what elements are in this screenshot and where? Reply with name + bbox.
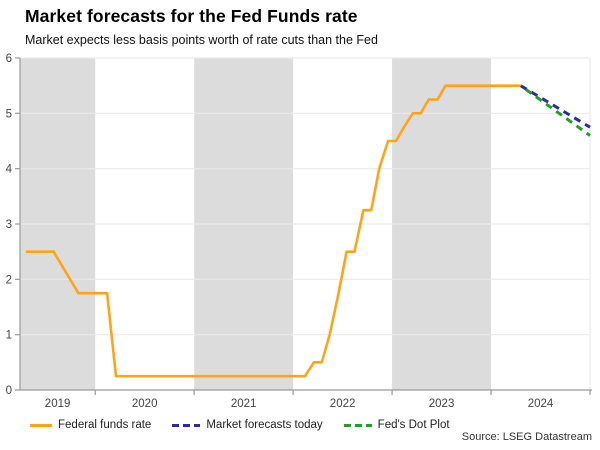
legend-item: Fed's Dot Plot: [343, 419, 450, 431]
x-year-label: 2022: [330, 398, 356, 410]
chart-title: Market forecasts for the Fed Funds rate: [25, 6, 358, 26]
y-tick-label: 0: [6, 385, 12, 397]
solid-line-swatch-icon: [30, 423, 52, 427]
y-tick-label: 3: [6, 219, 12, 231]
chart-subtitle: Market expects less basis points worth o…: [25, 33, 378, 47]
legend: Federal funds rate Market forecasts today…: [30, 417, 450, 433]
legend-label: Fed's Dot Plot: [377, 419, 450, 431]
x-year-label: 2019: [45, 398, 71, 410]
x-year-label: 2020: [132, 398, 158, 410]
series-line-market-forecasts-today: [519, 84, 591, 129]
y-tick-label: 2: [6, 274, 12, 286]
legend-label: Federal funds rate: [58, 419, 152, 431]
x-year-label: 2023: [429, 398, 455, 410]
series-line-fed-s-dot-plot: [519, 84, 591, 137]
series-line-federal-funds-rate: [25, 84, 521, 378]
y-tick-label: 4: [6, 164, 13, 176]
source-note: Source: LSEG Datastream: [461, 431, 592, 443]
legend-item: Market forecasts today: [172, 419, 323, 431]
y-tick-label: 1: [6, 330, 12, 342]
y-tick-label: 6: [6, 53, 12, 65]
legend-item: Federal funds rate: [30, 419, 151, 431]
x-year-label: 2021: [231, 398, 257, 410]
legend-label: Market forecasts today: [206, 419, 323, 431]
x-year-label: 2024: [528, 398, 554, 410]
dashed-line-swatch-icon: [343, 423, 372, 427]
y-tick-label: 5: [6, 108, 12, 120]
dashed-line-swatch-icon: [172, 423, 201, 427]
